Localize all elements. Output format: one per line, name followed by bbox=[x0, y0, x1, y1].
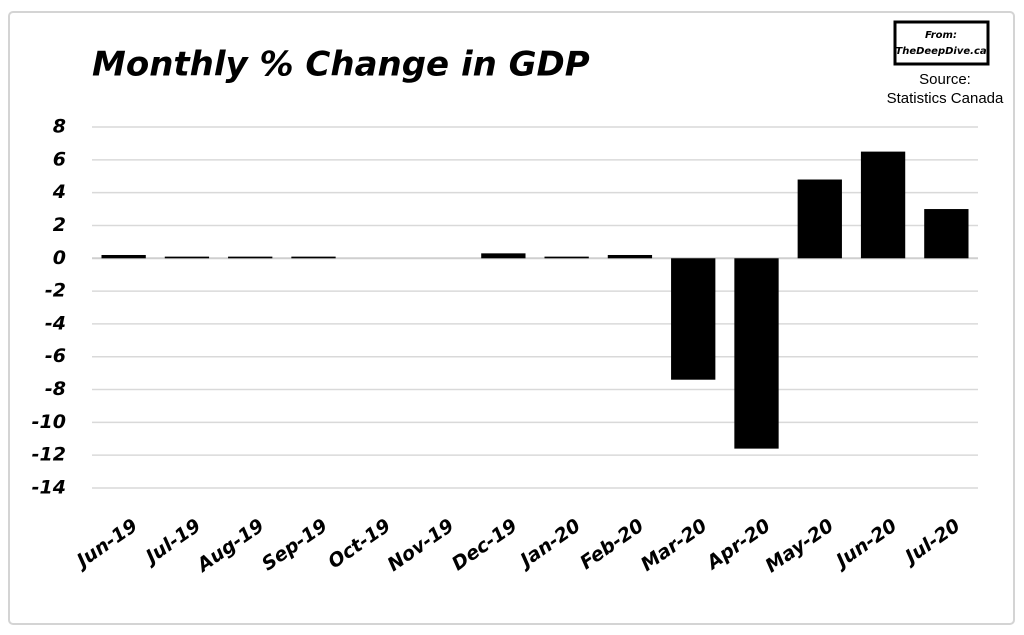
bar bbox=[291, 256, 336, 259]
bar bbox=[607, 254, 653, 259]
from-label: From: bbox=[925, 30, 957, 41]
y-tick-label: 0 bbox=[53, 247, 66, 269]
chart-title: Monthly % Change in GDP bbox=[92, 45, 590, 85]
y-tick-label: 4 bbox=[52, 181, 66, 203]
source-text: Statistics Canada bbox=[887, 90, 1004, 107]
bar bbox=[544, 256, 589, 259]
y-tick-label: -12 bbox=[32, 444, 66, 466]
source-box bbox=[893, 20, 990, 66]
y-tick-label: -6 bbox=[45, 345, 66, 367]
y-tick-label: -14 bbox=[32, 477, 66, 499]
y-tick-label: 8 bbox=[53, 116, 66, 138]
bar bbox=[734, 258, 779, 449]
chart-border bbox=[8, 11, 1015, 625]
y-tick-label: 6 bbox=[53, 148, 66, 170]
bar bbox=[164, 256, 210, 259]
from-site: TheDeepDive.ca bbox=[895, 46, 987, 57]
bar bbox=[228, 256, 273, 259]
bar bbox=[101, 254, 146, 259]
bar bbox=[924, 209, 969, 259]
y-tick-label: -8 bbox=[45, 378, 66, 400]
y-tick-label: 2 bbox=[53, 214, 66, 236]
y-tick-label: -4 bbox=[45, 312, 66, 334]
bar bbox=[860, 151, 906, 259]
y-tick-label: -2 bbox=[45, 280, 66, 302]
source-label: Source: bbox=[919, 71, 971, 88]
bar bbox=[481, 253, 526, 259]
bar bbox=[797, 179, 842, 259]
y-tick-label: -10 bbox=[32, 411, 66, 433]
bar bbox=[671, 258, 716, 380]
